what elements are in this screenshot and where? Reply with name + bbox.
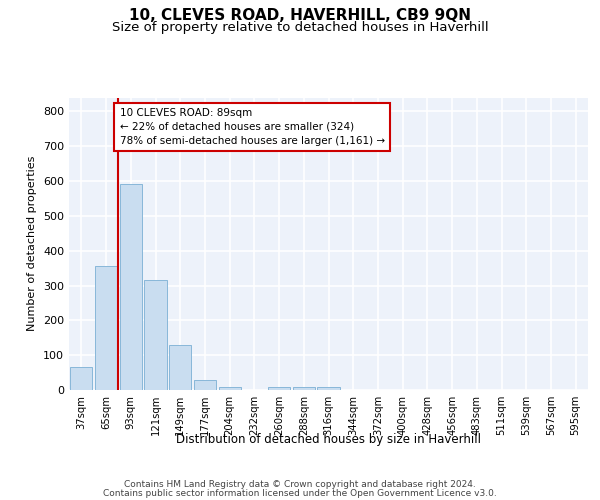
Text: 10, CLEVES ROAD, HAVERHILL, CB9 9QN: 10, CLEVES ROAD, HAVERHILL, CB9 9QN (129, 8, 471, 22)
Text: Contains public sector information licensed under the Open Government Licence v3: Contains public sector information licen… (103, 488, 497, 498)
Bar (268, 386, 290, 390)
Bar (95, 266, 117, 390)
Bar (218, 387, 241, 390)
Bar (293, 386, 315, 390)
Text: 10 CLEVES ROAD: 89sqm
← 22% of detached houses are smaller (324)
78% of semi-det: 10 CLEVES ROAD: 89sqm ← 22% of detached … (119, 108, 385, 146)
Bar (145, 280, 167, 390)
Y-axis label: Number of detached properties: Number of detached properties (28, 156, 37, 332)
Bar (70, 368, 92, 390)
Text: Contains HM Land Registry data © Crown copyright and database right 2024.: Contains HM Land Registry data © Crown c… (124, 480, 476, 489)
Text: Size of property relative to detached houses in Haverhill: Size of property relative to detached ho… (112, 21, 488, 34)
Bar (317, 386, 340, 390)
Bar (194, 380, 216, 390)
Bar (169, 346, 191, 390)
Bar (119, 184, 142, 390)
Text: Distribution of detached houses by size in Haverhill: Distribution of detached houses by size … (176, 432, 481, 446)
